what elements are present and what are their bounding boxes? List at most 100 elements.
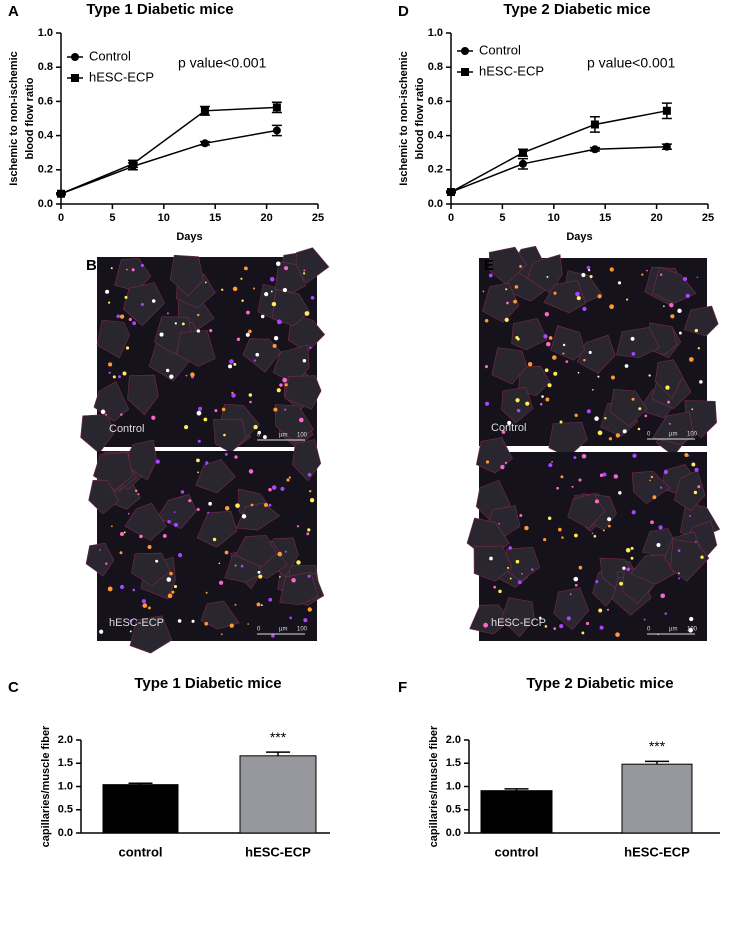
capillary: [196, 410, 202, 416]
scale-label: 100: [297, 627, 308, 633]
capillary: [691, 462, 696, 467]
capillary: [224, 550, 229, 555]
capillary: [631, 510, 636, 515]
capillary: [253, 424, 258, 430]
capillary: [574, 583, 578, 587]
capillary: [236, 337, 241, 342]
marker: [518, 159, 527, 168]
capillary: [682, 277, 688, 282]
marker: [518, 148, 527, 157]
capillary: [519, 264, 522, 268]
fiber: [674, 470, 706, 512]
capillary: [561, 536, 564, 539]
capillary: [619, 581, 624, 586]
capillary: [205, 463, 207, 466]
capillary: [553, 291, 557, 295]
fiber: [473, 545, 513, 582]
capillary: [243, 266, 248, 271]
y-tick-label: 1.5: [58, 757, 73, 769]
capillary: [571, 485, 574, 488]
capillary: [689, 616, 694, 622]
chart-title: Type 1 Diabetic mice: [134, 675, 281, 692]
fiber: [176, 330, 216, 367]
capillary: [155, 559, 159, 563]
capillary: [515, 559, 520, 564]
capillary: [519, 513, 523, 517]
fiber: [475, 437, 513, 474]
fiber: [652, 411, 695, 445]
capillary: [498, 522, 501, 525]
capillary: [648, 374, 651, 377]
capillary: [685, 293, 690, 298]
fiber: [631, 470, 671, 504]
capillary: [167, 312, 169, 315]
capillary: [208, 501, 212, 506]
capillary: [151, 299, 156, 303]
capillary: [517, 580, 522, 585]
capillary: [700, 555, 704, 559]
capillary: [119, 551, 123, 555]
fiber: [469, 604, 512, 635]
capillary: [197, 439, 201, 443]
capillary: [275, 261, 281, 267]
y-tick-label: 0.6: [428, 95, 443, 107]
x-axis-label: Days: [176, 231, 202, 243]
capillary: [141, 599, 146, 604]
y-tick-label: 0.0: [446, 827, 461, 839]
capillary: [307, 607, 312, 612]
capillary: [544, 368, 549, 373]
capillary: [610, 375, 615, 380]
capillary: [250, 503, 254, 507]
capillary: [697, 347, 700, 350]
capillary: [650, 520, 654, 525]
marker: [272, 103, 281, 112]
x-tick-label: 15: [209, 212, 221, 224]
capillary: [641, 273, 644, 276]
capillary: [307, 574, 311, 578]
capillary: [597, 375, 600, 378]
capillary: [507, 566, 510, 569]
x-tick-label: control: [494, 844, 538, 859]
capillary: [218, 562, 221, 565]
capillary: [678, 331, 682, 335]
y-tick-label: 0.0: [428, 198, 443, 210]
capillary: [544, 312, 550, 317]
fiber: [213, 419, 247, 454]
capillary: [125, 346, 130, 350]
capillary: [630, 546, 634, 550]
capillary: [224, 452, 228, 456]
y-tick-label: 1.0: [38, 27, 53, 39]
capillary: [573, 456, 577, 460]
capillary: [173, 511, 176, 513]
capillary: [688, 357, 694, 362]
capillary: [514, 285, 519, 289]
capillary: [560, 475, 564, 479]
capillary: [684, 453, 689, 457]
capillary: [307, 472, 312, 477]
y-axis-label: Ischemic to non-ischemic: [398, 51, 410, 185]
capillary: [591, 532, 594, 535]
capillary: [669, 303, 674, 308]
capillary: [689, 515, 692, 518]
fiber: [127, 374, 159, 416]
capillary: [248, 469, 254, 474]
capillary: [298, 417, 304, 423]
capillary: [631, 397, 635, 401]
capillary: [504, 461, 508, 464]
line: [450, 145, 667, 193]
capillary: [597, 294, 602, 299]
capillary: [531, 568, 534, 571]
capillary: [118, 375, 122, 379]
fiber: [287, 313, 326, 353]
capillary: [262, 435, 267, 439]
capillary: [524, 525, 529, 531]
capillary: [527, 362, 533, 367]
capillary: [304, 311, 310, 316]
y-axis-label: Ischemic to non-ischemic: [8, 51, 20, 185]
capillary: [632, 453, 637, 458]
capillary: [576, 296, 581, 301]
capillary: [583, 358, 586, 362]
x-tick-label: 15: [599, 212, 611, 224]
capillary: [609, 267, 614, 272]
scale-label: µm: [669, 432, 677, 438]
